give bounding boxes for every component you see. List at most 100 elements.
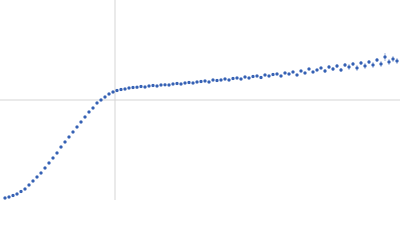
data-point [15, 192, 19, 196]
data-point [227, 78, 231, 82]
data-point [187, 80, 191, 85]
data-point [223, 77, 227, 81]
data-point [231, 76, 235, 81]
data-point [3, 196, 7, 200]
data-point [331, 67, 335, 71]
data-point [251, 74, 255, 79]
data-point [19, 189, 23, 194]
data-point [319, 66, 323, 70]
data-point [139, 84, 143, 89]
data-point [111, 90, 115, 94]
data-point [115, 88, 119, 93]
data-point [95, 101, 99, 105]
data-point [63, 140, 67, 144]
data-point [151, 83, 155, 88]
data-point [375, 58, 379, 62]
data-point [7, 195, 11, 199]
data-point [263, 73, 267, 77]
data-point [47, 161, 51, 165]
data-point [11, 193, 15, 198]
data-point [51, 156, 55, 160]
data-point [275, 72, 279, 76]
data-point [123, 87, 127, 91]
data-point [191, 81, 195, 85]
data-point [255, 74, 259, 78]
data-point [91, 106, 95, 110]
data-point [363, 64, 367, 68]
data-point [379, 62, 383, 66]
data-point [315, 68, 319, 72]
data-point [159, 83, 163, 87]
data-point [103, 95, 107, 99]
data-point [367, 60, 371, 64]
data-point [311, 70, 315, 74]
data-point [171, 82, 175, 86]
data-point [243, 75, 247, 79]
data-point [259, 75, 263, 80]
data-point [339, 68, 343, 72]
data-point [119, 87, 123, 92]
data-point [67, 135, 71, 139]
data-point [79, 120, 83, 124]
data-point [83, 115, 87, 119]
data-point [247, 76, 251, 80]
data-point [179, 82, 183, 86]
data-point [207, 80, 211, 84]
data-point [287, 72, 291, 76]
data-point [323, 69, 327, 73]
data-point [163, 83, 167, 87]
data-point [395, 59, 399, 63]
data-point [27, 183, 31, 187]
data-point [335, 64, 339, 68]
data-point [239, 77, 243, 81]
data-point [127, 86, 131, 90]
data-point [219, 78, 223, 82]
data-point [35, 175, 39, 179]
data-point [279, 74, 283, 78]
chart [0, 0, 400, 200]
data-point [183, 81, 187, 85]
data-point [387, 60, 391, 64]
data-point [283, 71, 287, 75]
data-point [155, 84, 159, 88]
data-point [147, 84, 151, 88]
data-point [135, 85, 139, 89]
data-point [39, 171, 43, 175]
data-point [59, 145, 63, 149]
data-point [359, 61, 363, 65]
data-point [43, 166, 47, 170]
data-point [75, 125, 79, 129]
data-point [203, 79, 207, 83]
data-point [87, 110, 91, 114]
data-point [307, 67, 311, 71]
data-point [131, 85, 135, 90]
data-point [383, 55, 387, 59]
data-point [303, 71, 307, 75]
data-point [347, 65, 351, 69]
data-point [71, 130, 75, 134]
data-point [167, 83, 171, 87]
data-point [195, 80, 199, 84]
data-point [267, 74, 271, 78]
data-point [23, 187, 27, 191]
data-point [327, 65, 331, 69]
data-point [299, 69, 303, 73]
data-point [55, 151, 59, 155]
data-point [391, 57, 395, 61]
data-point [235, 76, 239, 80]
data-point [175, 81, 179, 86]
data-point [295, 73, 299, 77]
data-point [143, 85, 147, 89]
data-point [351, 62, 355, 66]
data-point [343, 63, 347, 67]
data-point [199, 79, 203, 84]
data-point [31, 179, 35, 183]
data-point [211, 78, 215, 82]
data-point [99, 98, 103, 102]
data-point [355, 66, 359, 70]
data-point [271, 72, 275, 77]
data-point [371, 63, 375, 67]
data-point [215, 78, 219, 83]
data-point [291, 70, 295, 74]
data-point [107, 92, 111, 96]
